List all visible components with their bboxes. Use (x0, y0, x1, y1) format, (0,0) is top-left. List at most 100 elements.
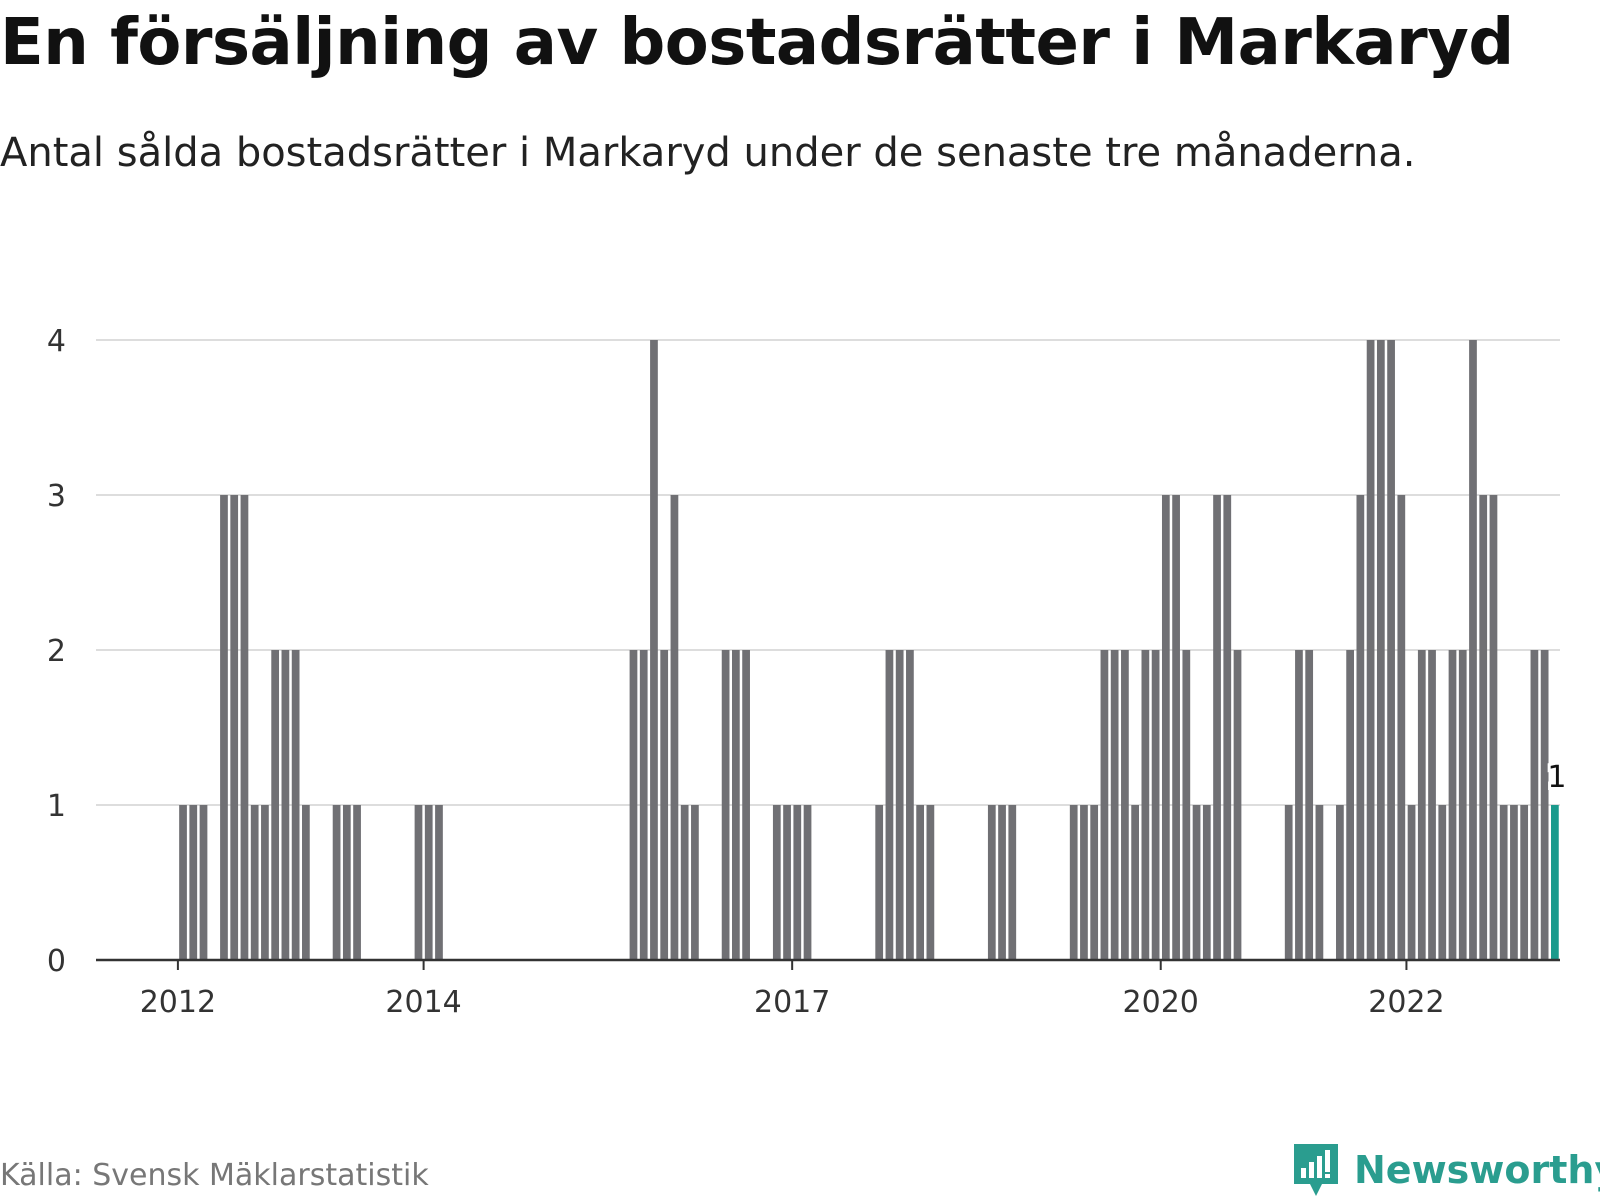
bar (1182, 650, 1191, 960)
bar-chart: 0 1 2 3 4 1 2012 2014 2017 2020 2022 (46, 324, 1567, 1020)
x-tick-label: 2020 (1123, 985, 1199, 1020)
bar (179, 805, 187, 960)
bar (1110, 650, 1119, 960)
newsworthy-logo-icon (1294, 1144, 1338, 1196)
brand-logo[interactable]: Newsworthy (1290, 1140, 1600, 1200)
bar (1397, 495, 1406, 960)
bar (1151, 650, 1160, 960)
bar (670, 495, 679, 960)
bar (639, 650, 648, 960)
bar (1417, 650, 1426, 960)
x-tick-label: 2022 (1368, 985, 1444, 1020)
bar (1223, 495, 1232, 960)
bar (875, 805, 884, 960)
highlight-value-label: 1 (1547, 760, 1566, 795)
bar (1131, 805, 1139, 960)
bar (240, 495, 249, 960)
bar (291, 650, 300, 960)
bar (1008, 805, 1017, 960)
bar (332, 805, 341, 960)
bar (783, 805, 791, 960)
bar (1438, 805, 1447, 960)
bar (742, 650, 750, 960)
bar (1387, 340, 1395, 960)
bar (731, 650, 740, 960)
y-tick-label: 3 (47, 479, 66, 514)
bar (1295, 650, 1303, 960)
bar (1202, 805, 1211, 960)
bar (1141, 650, 1150, 960)
bar (1161, 495, 1170, 960)
x-tick-label: 2014 (385, 985, 461, 1020)
y-tick-label: 4 (47, 324, 66, 359)
chart-subtitle: Antal sålda bostadsrätter i Markaryd und… (0, 130, 1416, 176)
y-tick-label: 2 (47, 634, 66, 669)
bar (424, 805, 433, 960)
bar (199, 805, 208, 960)
bar (1469, 340, 1477, 960)
bar (998, 805, 1006, 960)
bar (302, 805, 310, 960)
bar (353, 805, 361, 960)
x-tick-label: 2017 (754, 985, 830, 1020)
bar (1376, 340, 1385, 960)
bar (721, 650, 730, 960)
bar (1520, 805, 1529, 960)
bar (1090, 805, 1099, 960)
bar (803, 805, 812, 960)
bar (793, 805, 802, 960)
source-note: Källa: Svensk Mäklarstatistik (0, 1158, 429, 1193)
bar (885, 650, 894, 960)
bar (650, 340, 658, 960)
bar (987, 805, 996, 960)
bar (1499, 805, 1508, 960)
bar (1336, 805, 1344, 960)
bar (1356, 495, 1365, 960)
x-tick-label: 2012 (140, 985, 216, 1020)
bar (1305, 650, 1314, 960)
bar (660, 650, 669, 960)
bar (1192, 805, 1201, 960)
bar (906, 650, 914, 960)
bar (680, 805, 689, 960)
bar (1069, 805, 1078, 960)
brand-name: Newsworthy (1354, 1148, 1600, 1192)
bar (1172, 495, 1180, 960)
bar (1121, 650, 1129, 960)
bar (1510, 805, 1518, 960)
y-tick-label: 0 (47, 944, 66, 979)
bar (1366, 340, 1375, 960)
bar (691, 805, 699, 960)
bar (1213, 495, 1221, 960)
bar (1540, 650, 1549, 960)
chart-title: En försäljning av bostadsrätter i Markar… (0, 6, 1514, 80)
bar (1233, 650, 1242, 960)
bar (1080, 805, 1088, 960)
bar (916, 805, 925, 960)
bar (435, 805, 443, 960)
bar (414, 805, 423, 960)
bar (230, 495, 239, 960)
bar (1489, 495, 1498, 960)
bar (629, 650, 638, 960)
bar (926, 805, 935, 960)
y-tick-label: 1 (47, 789, 66, 824)
bar (1479, 495, 1488, 960)
bar (250, 805, 259, 960)
bar (1458, 650, 1467, 960)
bar (220, 495, 228, 960)
bar (189, 805, 198, 960)
bar (1428, 650, 1436, 960)
bar (1530, 650, 1539, 960)
bar (1448, 650, 1457, 960)
bar (1407, 805, 1416, 960)
bar (261, 805, 269, 960)
bar (772, 805, 781, 960)
bar (271, 650, 280, 960)
bar (281, 650, 290, 960)
highlight-bar (1551, 805, 1559, 960)
bar (1315, 805, 1324, 960)
bar (1346, 650, 1354, 960)
bar (895, 650, 904, 960)
bar (1284, 805, 1293, 960)
